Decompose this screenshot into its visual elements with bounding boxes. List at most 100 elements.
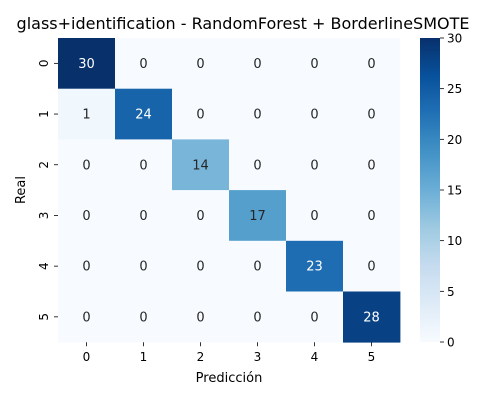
heatmap-cell-r2-c5 <box>343 139 401 191</box>
cell-value-label: 0 <box>367 260 375 275</box>
x-tick-label: 5 <box>368 350 376 364</box>
cell-value-label: 0 <box>310 310 318 325</box>
cell-value-label: 0 <box>196 209 204 224</box>
cell-value-label: 0 <box>196 310 204 325</box>
cell-value-label: 0 <box>367 158 375 173</box>
cell-value-label: 0 <box>196 260 204 275</box>
heatmap-cell-r2-c3 <box>229 139 287 191</box>
x-axis-label: Predicción <box>196 371 263 386</box>
y-tick-label: 0 <box>37 60 51 68</box>
cell-value-label: 0 <box>139 209 147 224</box>
heatmap-cell-r0-c3 <box>229 38 287 90</box>
y-tick-label: 3 <box>37 212 51 220</box>
heatmap-cell-r4-c2 <box>172 240 230 292</box>
cell-value-label: 0 <box>310 57 318 72</box>
heatmap-cell-r4-c4 <box>286 240 344 292</box>
cell-value-label: 23 <box>306 260 323 275</box>
heatmap-cell-r0-c2 <box>172 38 230 90</box>
cell-value-label: 0 <box>139 260 147 275</box>
heatmap-cell-r4-c3 <box>229 240 287 292</box>
heatmap-cell-r5-c4 <box>286 291 344 343</box>
x-tick-label: 3 <box>254 350 262 364</box>
heatmap-cell-labels: 30 0 0 0 0 0 1 24 0 0 0 0 0 0 14 0 0 0 0 0 0 17 0 0 0 0 0 0 23 0 0 0 0 0 0… <box>78 57 380 326</box>
x-tick-label: 4 <box>311 350 319 364</box>
cell-value-label: 0 <box>310 209 318 224</box>
y-tick-label: 4 <box>37 262 51 270</box>
heatmap-cell-r1-c1 <box>115 88 173 140</box>
cell-value-label: 0 <box>196 108 204 123</box>
heatmap-cell-r3-c5 <box>343 190 401 242</box>
heatmap-cell-r5-c3 <box>229 291 287 343</box>
cell-value-label: 0 <box>310 108 318 123</box>
cell-value-label: 0 <box>253 158 261 173</box>
cell-value-label: 0 <box>310 158 318 173</box>
cell-value-label: 0 <box>196 57 204 72</box>
cell-value-label: 0 <box>367 108 375 123</box>
colorbar-tick-label: 15 <box>447 184 462 198</box>
heatmap-cell-r1-c2 <box>172 88 230 140</box>
heatmap-cell-r3-c3 <box>229 190 287 242</box>
y-axis-label: Real <box>14 176 29 204</box>
heatmap-cell-r3-c1 <box>115 190 173 242</box>
heatmap-cell-r2-c2 <box>172 139 230 191</box>
cell-value-label: 0 <box>367 209 375 224</box>
heatmap-cell-r0-c0 <box>58 38 116 90</box>
heatmap-cell-r3-c0 <box>58 190 116 242</box>
x-tick-label: 2 <box>197 350 205 364</box>
colorbar-tick-label: 30 <box>447 32 462 46</box>
heatmap-cell-r0-c5 <box>343 38 401 90</box>
cell-value-label: 0 <box>82 260 90 275</box>
cell-value-label: 14 <box>192 158 209 173</box>
x-tick-label: 1 <box>140 350 148 364</box>
heatmap-cell-r1-c0 <box>58 88 116 140</box>
cell-value-label: 0 <box>82 158 90 173</box>
heatmap-cell-r4-c5 <box>343 240 401 292</box>
cell-value-label: 0 <box>253 260 261 275</box>
cell-value-label: 0 <box>139 158 147 173</box>
colorbar-tick-label: 25 <box>447 82 462 96</box>
cell-value-label: 17 <box>249 209 266 224</box>
heatmap-cell-r4-c0 <box>58 240 116 292</box>
colorbar-tick-label: 10 <box>447 234 462 248</box>
cell-value-label: 0 <box>82 310 90 325</box>
cell-value-label: 1 <box>82 108 90 123</box>
colorbar <box>420 38 440 342</box>
heatmap-cell-r3-c4 <box>286 190 344 242</box>
y-tick-label: 2 <box>37 161 51 169</box>
heatmap-cell-r1-c3 <box>229 88 287 140</box>
cell-value-label: 0 <box>82 209 90 224</box>
heatmap-cell-r3-c2 <box>172 190 230 242</box>
y-tick-label: 5 <box>37 313 51 321</box>
chart-title: glass+identification - RandomForest + Bo… <box>17 14 470 33</box>
colorbar-ticks: 0 5 10 15 20 25 30 <box>440 32 462 350</box>
y-tick-label: 1 <box>37 110 51 118</box>
x-tick-label: 0 <box>83 350 91 364</box>
heatmap-cell-r0-c4 <box>286 38 344 90</box>
heatmap-cell-r2-c4 <box>286 139 344 191</box>
cell-value-label: 0 <box>139 310 147 325</box>
cell-value-label: 0 <box>139 57 147 72</box>
heatmap-cell-r5-c2 <box>172 291 230 343</box>
colorbar-tick-label: 0 <box>447 336 455 350</box>
cell-value-label: 0 <box>253 108 261 123</box>
cell-value-label: 28 <box>363 310 380 325</box>
heatmap-cells <box>58 38 401 343</box>
heatmap-cell-r2-c0 <box>58 139 116 191</box>
cell-value-label: 30 <box>78 57 95 72</box>
heatmap-cell-r2-c1 <box>115 139 173 191</box>
heatmap-cell-r5-c0 <box>58 291 116 343</box>
heatmap-cell-r4-c1 <box>115 240 173 292</box>
cell-value-label: 0 <box>253 57 261 72</box>
colorbar-tick-label: 20 <box>447 133 462 147</box>
heatmap-cell-r1-c5 <box>343 88 401 140</box>
cell-value-label: 0 <box>367 57 375 72</box>
heatmap-cell-r5-c5 <box>343 291 401 343</box>
heatmap-cell-r5-c1 <box>115 291 173 343</box>
heatmap-cell-r1-c4 <box>286 88 344 140</box>
cell-value-label: 0 <box>253 310 261 325</box>
heatmap-cell-r0-c1 <box>115 38 173 90</box>
colorbar-tick-label: 5 <box>447 285 455 299</box>
cell-value-label: 24 <box>135 108 152 123</box>
